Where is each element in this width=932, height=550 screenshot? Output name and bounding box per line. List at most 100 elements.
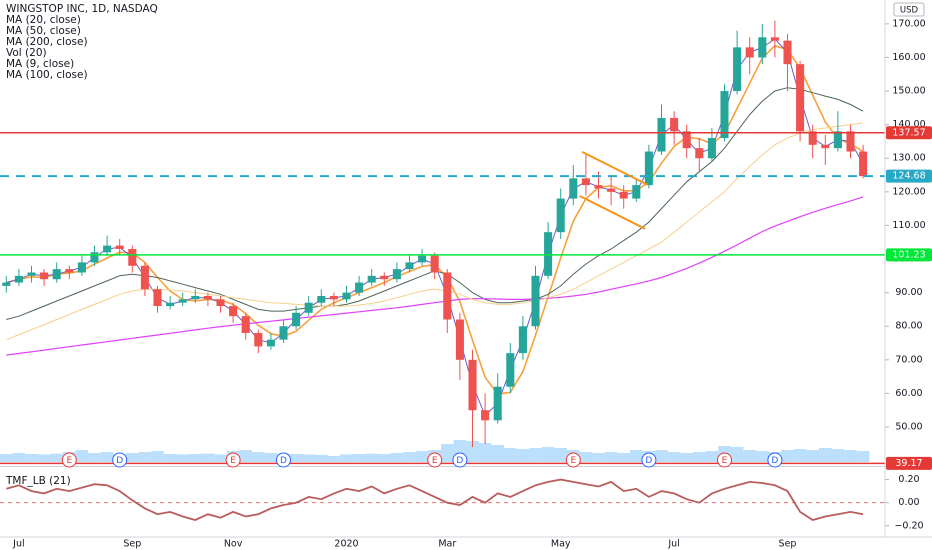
y-tick-label: 140.00 — [892, 119, 925, 130]
x-tick-label: Jul — [12, 539, 24, 550]
volume-bar — [491, 445, 504, 462]
volume-bar — [705, 451, 719, 462]
y-tick-label: 150.00 — [892, 86, 925, 97]
volume-bar — [390, 453, 404, 462]
y-tick-label: 60.00 — [895, 388, 922, 399]
candle-body — [203, 295, 212, 300]
candle-body — [493, 386, 502, 421]
candle-body — [594, 185, 603, 189]
y-tick-label: 50.00 — [895, 422, 922, 433]
candle-body — [695, 148, 704, 159]
volume-bar — [365, 453, 378, 462]
legend-entry: MA (200, close) — [6, 36, 88, 48]
candle-body — [733, 47, 742, 92]
candle-body — [380, 275, 389, 280]
candle-body — [229, 306, 238, 317]
candle-body — [833, 131, 842, 149]
currency-box[interactable] — [893, 2, 925, 17]
y-tick-label: 120.00 — [892, 186, 925, 197]
candle-body — [821, 144, 830, 149]
candle-body — [607, 188, 616, 192]
event-marker — [641, 452, 657, 468]
volume-bar — [100, 452, 114, 462]
x-tick-label: Mar — [438, 539, 456, 550]
y-tick-label: 90.00 — [895, 287, 922, 298]
volume-bar — [541, 447, 555, 462]
candle-body — [241, 316, 250, 333]
volume-bar — [516, 449, 530, 462]
volume-bar — [529, 448, 542, 462]
axes: USD 50.0060.0070.0080.0090.00100.00110.0… — [0, 0, 932, 538]
volume-bar — [478, 443, 492, 462]
candle-body — [115, 245, 124, 249]
volume-bar — [239, 450, 252, 462]
volume-bar — [189, 454, 202, 462]
candle-body — [355, 282, 364, 293]
volume-bar — [75, 450, 89, 462]
candle-body — [304, 302, 313, 313]
tmf-tick-label: 0.00 — [898, 497, 919, 508]
candle-body — [266, 339, 275, 347]
event-marker — [767, 452, 783, 468]
candle-body — [720, 91, 729, 139]
event-marker — [225, 452, 241, 468]
volume-bar — [617, 453, 630, 462]
candle-body — [292, 312, 301, 327]
ma-line — [6, 196, 864, 356]
volume-bar — [819, 448, 832, 462]
trendline — [579, 194, 646, 230]
volume-bar — [340, 454, 353, 462]
event-label: E — [432, 456, 438, 466]
candle-body — [556, 198, 565, 233]
candle-body — [846, 131, 855, 152]
candle-body — [707, 138, 716, 159]
candle-body — [468, 359, 477, 411]
volume-bar — [37, 454, 51, 462]
candle-body — [506, 353, 515, 387]
event-marker — [717, 452, 732, 468]
candle-body — [77, 262, 86, 273]
candle-body — [544, 232, 553, 276]
candle-body — [128, 248, 137, 266]
candle-body — [518, 326, 527, 354]
volume-bar — [504, 448, 517, 462]
candle-body — [103, 245, 112, 253]
event-label: E — [722, 456, 728, 466]
x-tick-label: Sep — [779, 539, 797, 550]
volume-bar — [0, 454, 13, 462]
candle-body — [657, 117, 666, 152]
price-badge-label: 137.57 — [892, 127, 925, 138]
candle-body — [65, 269, 74, 273]
y-tick-label: 80.00 — [895, 321, 922, 332]
volume-bar — [743, 450, 756, 462]
y-tick-label: 110.00 — [892, 220, 925, 231]
candle-body — [758, 37, 767, 58]
event-marker — [61, 452, 77, 468]
candle-body — [531, 275, 540, 327]
volume-bar — [579, 452, 593, 462]
candle-body — [342, 292, 351, 300]
event-marker — [452, 452, 468, 468]
event-label: D — [645, 456, 652, 466]
volume-bar — [554, 448, 567, 462]
candle-body — [254, 332, 263, 347]
candle-body — [27, 272, 36, 276]
y-tick-label: 130.00 — [892, 153, 925, 164]
tmf-pane — [0, 478, 885, 521]
candle-body — [191, 295, 200, 300]
event-label: D — [771, 456, 778, 466]
candle-body — [279, 326, 288, 340]
volume-bar — [630, 450, 643, 462]
candle-body — [52, 269, 61, 280]
candle-body — [481, 410, 490, 421]
event-label: D — [116, 456, 123, 466]
candle-body — [140, 265, 149, 290]
candle-body — [581, 178, 590, 186]
candle-body — [770, 37, 779, 41]
price-badge — [886, 248, 932, 262]
candle-body — [153, 289, 162, 307]
x-tick-label: Jul — [667, 539, 679, 550]
volume-bar — [403, 452, 416, 462]
candle-body — [418, 255, 427, 263]
candle-body — [216, 299, 225, 307]
